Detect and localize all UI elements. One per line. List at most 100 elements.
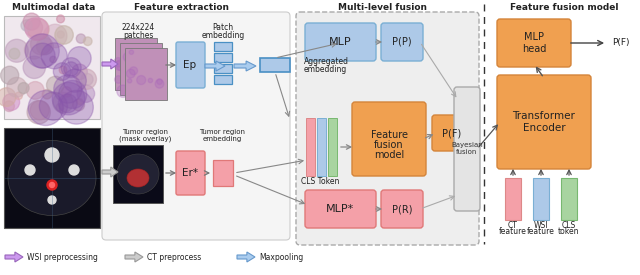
- Circle shape: [57, 15, 65, 23]
- Text: embedding: embedding: [304, 65, 348, 73]
- Circle shape: [28, 18, 49, 40]
- Circle shape: [76, 69, 97, 89]
- Circle shape: [123, 67, 127, 72]
- Circle shape: [1, 66, 19, 84]
- Circle shape: [116, 85, 129, 97]
- Text: P(F): P(F): [612, 39, 630, 48]
- FancyBboxPatch shape: [454, 87, 480, 211]
- Text: CLS Token: CLS Token: [301, 177, 339, 186]
- Circle shape: [24, 40, 44, 59]
- FancyBboxPatch shape: [497, 19, 571, 67]
- Circle shape: [31, 34, 51, 55]
- Circle shape: [47, 76, 64, 94]
- Text: P(P): P(P): [392, 37, 412, 47]
- Text: embedding: embedding: [202, 136, 242, 142]
- Circle shape: [116, 59, 127, 71]
- Bar: [115, 38, 157, 90]
- Circle shape: [146, 73, 152, 80]
- Circle shape: [73, 99, 84, 111]
- Circle shape: [60, 66, 67, 74]
- Text: Tumor region: Tumor region: [199, 129, 245, 135]
- Text: MLP
head: MLP head: [522, 32, 546, 54]
- Circle shape: [115, 76, 122, 83]
- FancyBboxPatch shape: [352, 102, 426, 176]
- Circle shape: [123, 52, 132, 62]
- Ellipse shape: [117, 154, 159, 194]
- Bar: [214, 53, 232, 62]
- Circle shape: [52, 92, 73, 113]
- Bar: [120, 43, 162, 95]
- Text: Ep: Ep: [184, 60, 196, 70]
- Circle shape: [54, 75, 82, 103]
- Circle shape: [68, 47, 91, 70]
- Text: Patch: Patch: [212, 23, 234, 32]
- FancyBboxPatch shape: [305, 23, 376, 61]
- Bar: [4, 128, 100, 228]
- Circle shape: [26, 82, 44, 99]
- Bar: [213, 160, 233, 186]
- Circle shape: [129, 50, 134, 54]
- Text: CLS: CLS: [562, 221, 576, 230]
- Text: Feature: Feature: [371, 130, 408, 140]
- Circle shape: [26, 18, 48, 40]
- Circle shape: [41, 43, 67, 69]
- Circle shape: [45, 148, 59, 162]
- Circle shape: [157, 79, 163, 84]
- Circle shape: [0, 88, 16, 106]
- Polygon shape: [237, 252, 255, 262]
- Circle shape: [148, 78, 152, 83]
- Bar: [214, 64, 232, 73]
- Circle shape: [81, 73, 93, 86]
- Circle shape: [52, 82, 85, 115]
- Bar: [214, 75, 232, 84]
- Circle shape: [9, 48, 20, 59]
- Text: (mask overlay): (mask overlay): [119, 136, 171, 142]
- Polygon shape: [234, 61, 256, 71]
- Circle shape: [47, 180, 57, 190]
- Bar: [4, 16, 100, 119]
- Circle shape: [23, 13, 40, 30]
- Circle shape: [64, 62, 78, 76]
- Circle shape: [145, 62, 151, 67]
- Text: model: model: [374, 150, 404, 160]
- Polygon shape: [102, 167, 118, 177]
- Circle shape: [36, 38, 53, 55]
- Bar: [317, 118, 326, 176]
- Circle shape: [42, 89, 52, 99]
- Circle shape: [131, 50, 143, 62]
- Circle shape: [3, 94, 20, 111]
- Circle shape: [57, 31, 64, 38]
- Text: Feature fusion model: Feature fusion model: [509, 2, 618, 12]
- Circle shape: [114, 58, 123, 67]
- Text: CT: CT: [508, 221, 518, 230]
- Bar: [561, 178, 577, 220]
- Text: Maxpooling: Maxpooling: [259, 252, 303, 262]
- Circle shape: [61, 58, 81, 78]
- Circle shape: [5, 39, 28, 62]
- Circle shape: [15, 92, 22, 100]
- Text: Tumor region: Tumor region: [122, 129, 168, 135]
- Bar: [533, 178, 549, 220]
- Circle shape: [129, 67, 138, 75]
- Circle shape: [59, 80, 86, 109]
- Text: Multimodal data: Multimodal data: [12, 2, 96, 12]
- FancyBboxPatch shape: [497, 75, 591, 169]
- Circle shape: [18, 82, 29, 94]
- Text: Bayesian
fusion: Bayesian fusion: [451, 142, 483, 155]
- Text: feature: feature: [499, 227, 527, 236]
- Circle shape: [49, 183, 54, 188]
- Text: Aggregated: Aggregated: [304, 57, 349, 67]
- Circle shape: [55, 26, 74, 44]
- Circle shape: [155, 79, 164, 88]
- Bar: [306, 118, 315, 176]
- Text: fusion: fusion: [374, 140, 404, 150]
- Text: MLP*: MLP*: [326, 204, 354, 214]
- Circle shape: [53, 63, 71, 80]
- Text: P(R): P(R): [392, 204, 412, 214]
- Circle shape: [7, 77, 27, 97]
- FancyBboxPatch shape: [381, 190, 423, 228]
- Circle shape: [142, 62, 148, 68]
- Text: Feature extraction: Feature extraction: [134, 2, 230, 12]
- Text: patches: patches: [123, 31, 153, 40]
- Circle shape: [28, 90, 63, 125]
